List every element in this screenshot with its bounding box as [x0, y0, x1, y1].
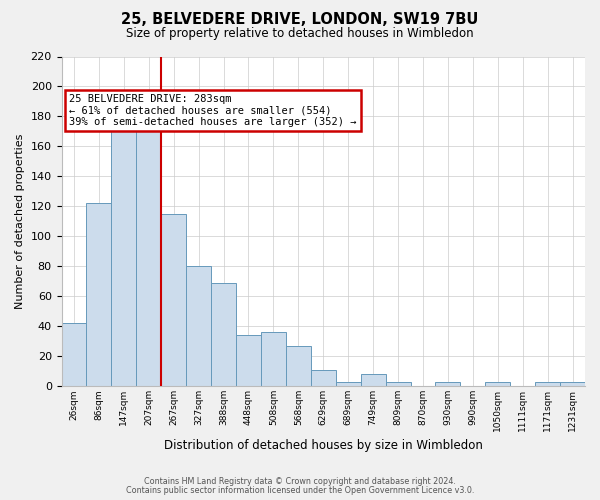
Text: Contains HM Land Registry data © Crown copyright and database right 2024.: Contains HM Land Registry data © Crown c… — [144, 477, 456, 486]
Bar — [186, 266, 211, 386]
Bar — [112, 112, 136, 386]
Text: 25, BELVEDERE DRIVE, LONDON, SW19 7BU: 25, BELVEDERE DRIVE, LONDON, SW19 7BU — [121, 12, 479, 28]
Bar — [62, 324, 86, 386]
Text: Contains public sector information licensed under the Open Government Licence v3: Contains public sector information licen… — [126, 486, 474, 495]
Bar — [236, 336, 261, 386]
Bar — [311, 370, 336, 386]
Bar — [535, 382, 560, 386]
Bar — [136, 127, 161, 386]
Bar — [560, 382, 585, 386]
X-axis label: Distribution of detached houses by size in Wimbledon: Distribution of detached houses by size … — [164, 440, 483, 452]
Bar — [361, 374, 386, 386]
Bar — [386, 382, 410, 386]
Bar — [436, 382, 460, 386]
Bar — [211, 283, 236, 387]
Text: Size of property relative to detached houses in Wimbledon: Size of property relative to detached ho… — [126, 28, 474, 40]
Bar — [286, 346, 311, 387]
Text: 25 BELVEDERE DRIVE: 283sqm
← 61% of detached houses are smaller (554)
39% of sem: 25 BELVEDERE DRIVE: 283sqm ← 61% of deta… — [69, 94, 356, 127]
Bar — [336, 382, 361, 386]
Bar — [86, 204, 112, 386]
Bar — [485, 382, 510, 386]
Bar — [261, 332, 286, 386]
Y-axis label: Number of detached properties: Number of detached properties — [15, 134, 25, 309]
Bar — [161, 214, 186, 386]
